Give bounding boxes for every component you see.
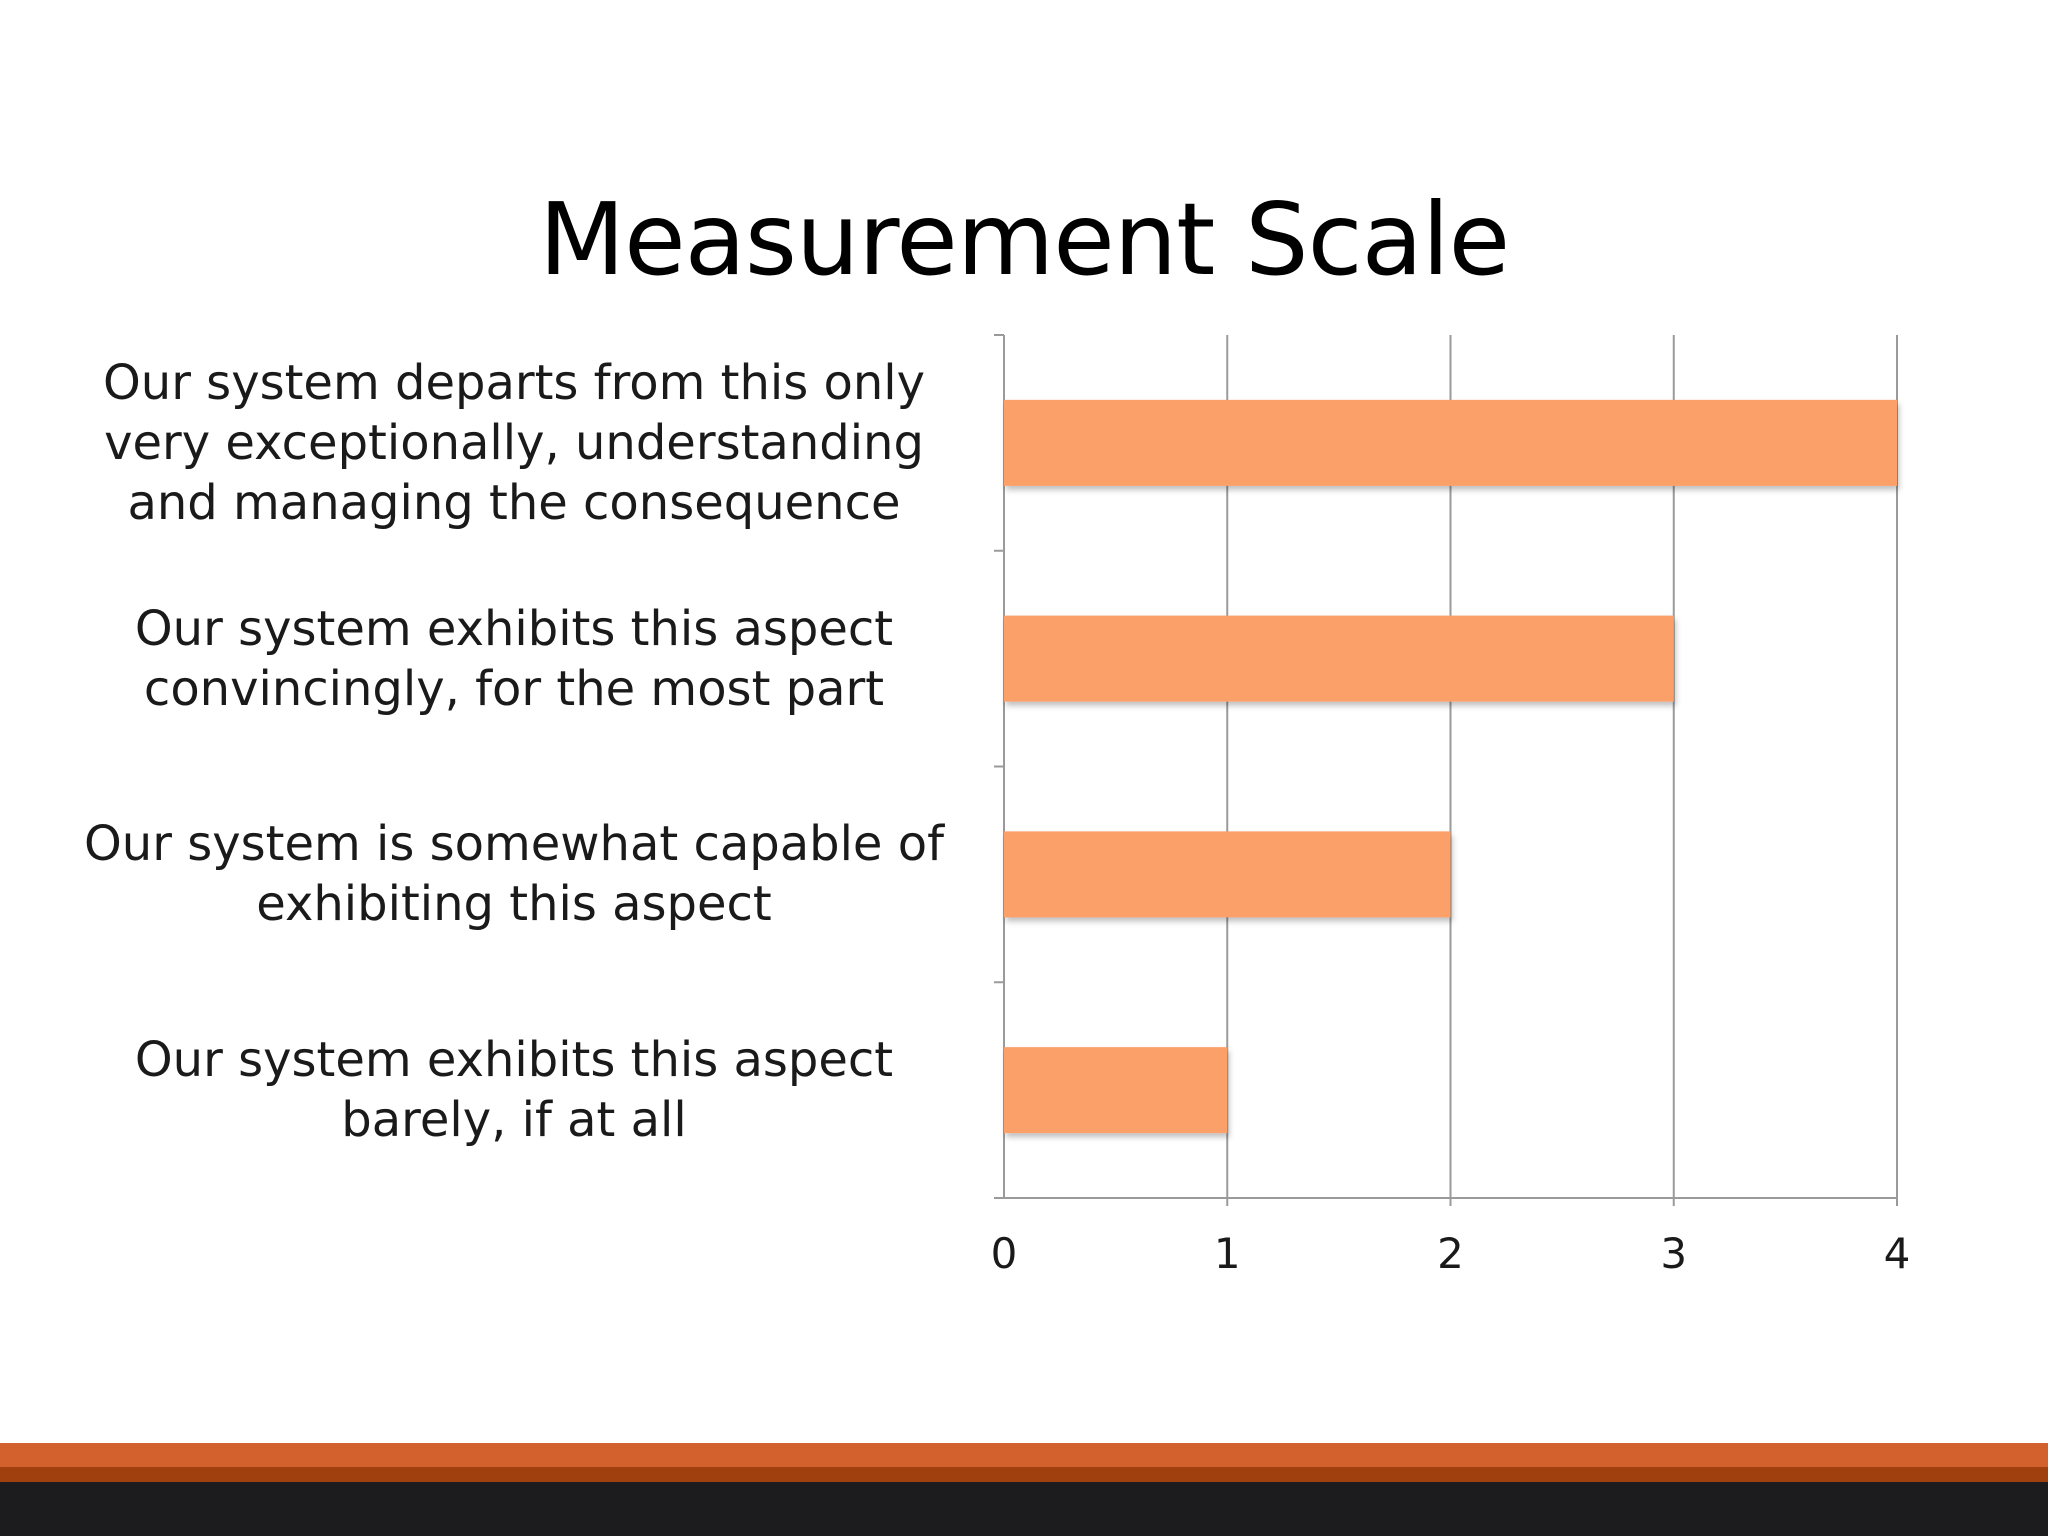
bar xyxy=(1004,615,1674,702)
category-label: Our system exhibits this aspect convincin… xyxy=(64,599,964,719)
x-tick-label: 2 xyxy=(1437,1229,1464,1278)
category-label-line: Our system is somewhat capable of xyxy=(84,816,944,873)
category-label: Our system departs from this only very ex… xyxy=(64,353,964,533)
bar-chart: 0 1 2 3 4 xyxy=(991,334,1911,1278)
slide-title: Measurement Scale xyxy=(538,181,1510,298)
category-label: Our system is somewhat capable of exhibit… xyxy=(64,814,964,934)
category-label-line: very exceptionally, understanding xyxy=(104,414,924,471)
category-label-line: convincingly, for the most part xyxy=(143,660,885,717)
category-label-line: Our system exhibits this aspect xyxy=(134,600,894,657)
x-tick-label: 3 xyxy=(1660,1229,1687,1278)
footer-dark-band xyxy=(0,1482,2048,1536)
bar xyxy=(1004,1047,1228,1134)
category-label-line: barely, if at all xyxy=(341,1092,687,1149)
category-label: Our system exhibits this aspect barely, i… xyxy=(64,1030,964,1150)
x-tick-label: 0 xyxy=(991,1229,1018,1278)
footer-orange-band xyxy=(0,1443,2048,1467)
category-label-line: Our system departs from this only xyxy=(102,354,926,411)
category-label-line: Our system exhibits this aspect xyxy=(134,1032,894,1089)
x-tick-label: 1 xyxy=(1214,1229,1241,1278)
category-label-line: exhibiting this aspect xyxy=(256,876,772,933)
category-label-line: and managing the consequence xyxy=(127,474,901,531)
bar xyxy=(1004,399,1897,486)
x-tick-label: 4 xyxy=(1884,1229,1911,1278)
bar xyxy=(1004,831,1451,918)
footer-rust-band xyxy=(0,1467,2048,1482)
